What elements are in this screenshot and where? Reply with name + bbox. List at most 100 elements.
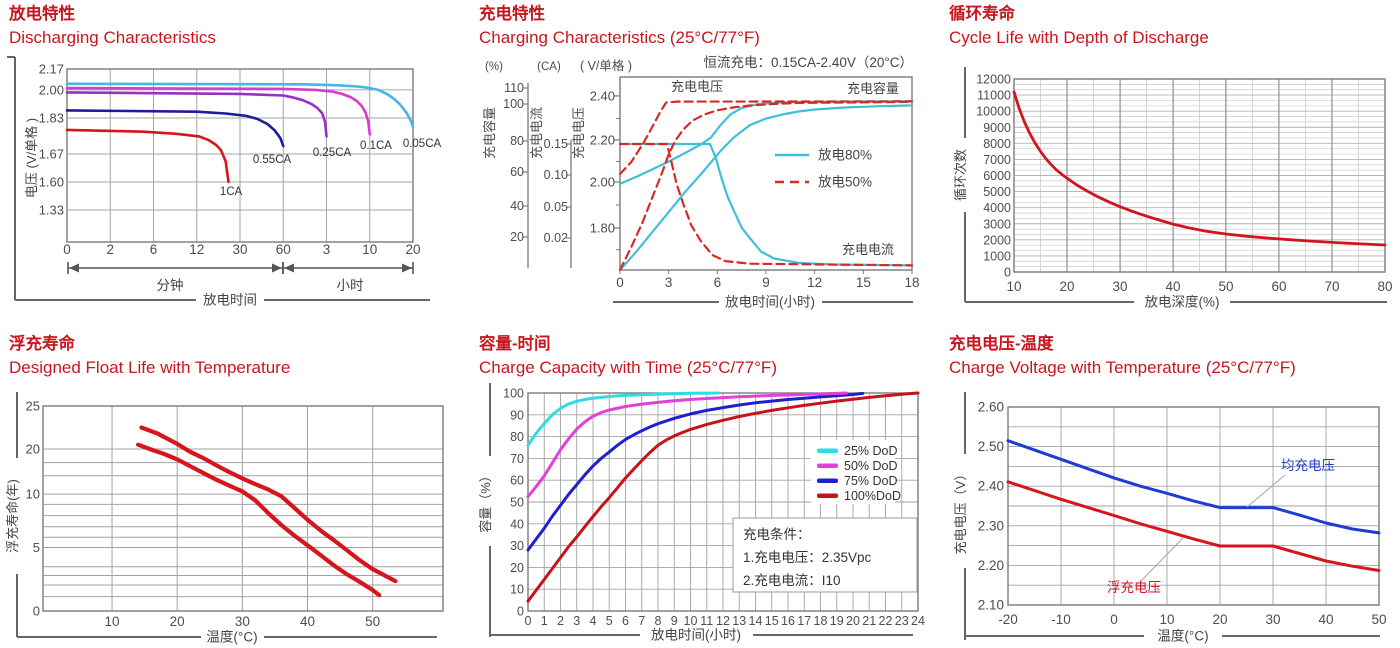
y-tick-label: 2.00 — [590, 174, 615, 189]
chart-title: 循环寿命 Cycle Life with Depth of Discharge — [949, 3, 1209, 49]
plot-border — [1013, 78, 1386, 273]
chart-title-zh: 循环寿命 — [949, 5, 1015, 23]
curve-label: 恒流充电：0.15CA-2.40V（20°C） — [704, 55, 913, 70]
chart-title: 容量-时间 Charge Capacity with Time (25°C/77… — [479, 333, 777, 379]
series-line-cycle-life — [1012, 90, 1387, 247]
chart-title-zh: 放电特性 — [9, 5, 75, 23]
x-tick-label: 80 — [1377, 279, 1392, 294]
series-line-0.55CA — [65, 109, 285, 148]
annotation-line: 2.充电电流：I10 — [743, 573, 841, 588]
y-tick-label: 80 — [510, 430, 524, 444]
x-tick-label: 3 — [573, 614, 580, 628]
side-axis-tick-label: 0.02 — [544, 231, 568, 245]
legend-swatch — [817, 463, 838, 468]
y-tick-label: 2.20 — [978, 558, 1004, 573]
chart-title-en: Charging Characteristics (25°C/77°F) — [479, 28, 760, 47]
legend-label: 100%DoD — [844, 489, 901, 503]
x-tick-label: 20 — [1212, 612, 1227, 627]
x-tick-label: 3 — [665, 275, 673, 290]
series-line-current-80 — [618, 142, 914, 267]
y-tick-label: 0 — [33, 604, 40, 619]
curve-label: 充电容量 — [847, 81, 899, 96]
x-tick-label: 15 — [856, 275, 871, 290]
y-tick-label: 3000 — [983, 217, 1011, 231]
axis-rotated-label: 充电容量 — [482, 107, 497, 159]
x-tick-label: 12 — [716, 614, 730, 628]
x-tick-label: 0 — [1110, 612, 1118, 627]
y-tick-label: 0 — [517, 605, 524, 619]
x-tick-label: 13 — [732, 614, 746, 628]
x-axis-title: 温度(°C) — [1157, 629, 1208, 644]
x-tick-label: 12 — [807, 275, 822, 290]
y-tick-label: 2.60 — [978, 400, 1004, 415]
chart-panel-discharging: 放电特性 Discharging Characteristics 0 2 6 12 30… — [0, 0, 470, 330]
y-tick-label: 4000 — [983, 201, 1011, 215]
unit-range-label: 小时 — [337, 278, 364, 293]
curve-label: 充电电压 — [671, 79, 723, 94]
side-axis-tick-label: 100 — [503, 97, 524, 111]
x-tick-label: 50 — [1371, 612, 1386, 627]
range-arrow-head — [402, 263, 412, 273]
x-tick-label: 2 — [106, 242, 114, 257]
annotation-line: 充电条件： — [743, 526, 811, 542]
series-line-0.25CA — [65, 91, 328, 138]
y-tick-label: 9000 — [983, 121, 1011, 135]
y-tick-label: 7000 — [983, 153, 1011, 167]
y-tick-label: 2.00 — [39, 82, 64, 97]
y-axis-title: 浮充寿命(年) — [5, 479, 20, 553]
x-tick-label: 30 — [1112, 279, 1127, 294]
legend-swatch — [817, 493, 838, 498]
chart-title-zh: 充电电压-温度 — [949, 335, 1054, 353]
side-axis-tick-label: 60 — [510, 165, 524, 179]
y-tick-label: 0 — [1004, 266, 1011, 280]
y-tick-label: 12000 — [976, 73, 1011, 87]
y-tick-label: 11000 — [977, 89, 1011, 103]
curve-label: 浮充电压 — [1107, 580, 1161, 595]
x-axis-title: 放电时间 — [203, 293, 257, 308]
side-axis-tick-label: 0.10 — [544, 168, 568, 182]
chart-panel-float-life: 浮充寿命 Designed Float Life with Temperatur… — [0, 330, 470, 648]
y-tick-label: 8000 — [983, 137, 1011, 151]
series-line-0.1CA — [65, 86, 372, 136]
chart-panel-capacity-time: 容量-时间 Charge Capacity with Time (25°C/77… — [470, 330, 940, 648]
y-tick-label: 20 — [26, 442, 40, 457]
axis-rotated-label: 充电电流 — [529, 107, 544, 159]
x-tick-label: 5 — [606, 614, 613, 628]
x-tick-label: -10 — [1051, 612, 1071, 627]
x-tick-label: 11 — [700, 614, 713, 628]
curve-label: 0.25CA — [313, 147, 352, 159]
plot-border — [1007, 406, 1380, 606]
y-tick-label: 2.50 — [978, 439, 1004, 454]
x-tick-label: 30 — [232, 242, 247, 257]
series-line-dod-100 — [526, 391, 920, 603]
series-line-current-50 — [618, 142, 914, 267]
legend-label: 25% DoD — [844, 444, 898, 458]
x-axis-title: 放电深度(%) — [1145, 295, 1220, 310]
series-line-equalize-voltage — [1006, 439, 1381, 535]
series-line-capacity-80 — [618, 104, 914, 272]
x-tick-label: 7 — [638, 614, 645, 628]
x-tick-label: 50 — [1218, 279, 1233, 294]
x-tick-label: 21 — [862, 614, 876, 628]
y-axis-title: 充电电压（V） — [953, 468, 968, 555]
side-axis-tick-label: 0.15 — [544, 137, 568, 151]
x-tick-label: 10 — [362, 242, 377, 257]
chart-panel-charging: 充电特性 Charging Characteristics (25°C/77°F… — [470, 0, 940, 330]
side-axis-tick-label: 110 — [504, 81, 524, 95]
series-line-capacity-50 — [618, 100, 914, 272]
curve-label: 0.05CA — [403, 138, 442, 150]
y-tick-label: 1000 — [983, 249, 1011, 263]
y-tick-label: 20 — [510, 561, 524, 575]
x-tick-label: 20 — [1059, 279, 1074, 294]
chart-title-zh: 容量-时间 — [479, 335, 551, 353]
x-tick-label: 10 — [105, 614, 120, 629]
x-tick-label: 10 — [684, 614, 698, 628]
x-tick-label: 1 — [541, 614, 548, 628]
leader-line — [1246, 474, 1286, 508]
unit-range-label: 分钟 — [157, 277, 184, 293]
chart-title-zh: 充电特性 — [479, 5, 545, 23]
series-line-voltage-50 — [618, 100, 914, 176]
y-tick-label: 2.30 — [978, 518, 1004, 533]
chart-title-en: Charge Capacity with Time (25°C/77°F) — [479, 358, 777, 377]
side-axis-tick-label: 80 — [510, 134, 524, 148]
